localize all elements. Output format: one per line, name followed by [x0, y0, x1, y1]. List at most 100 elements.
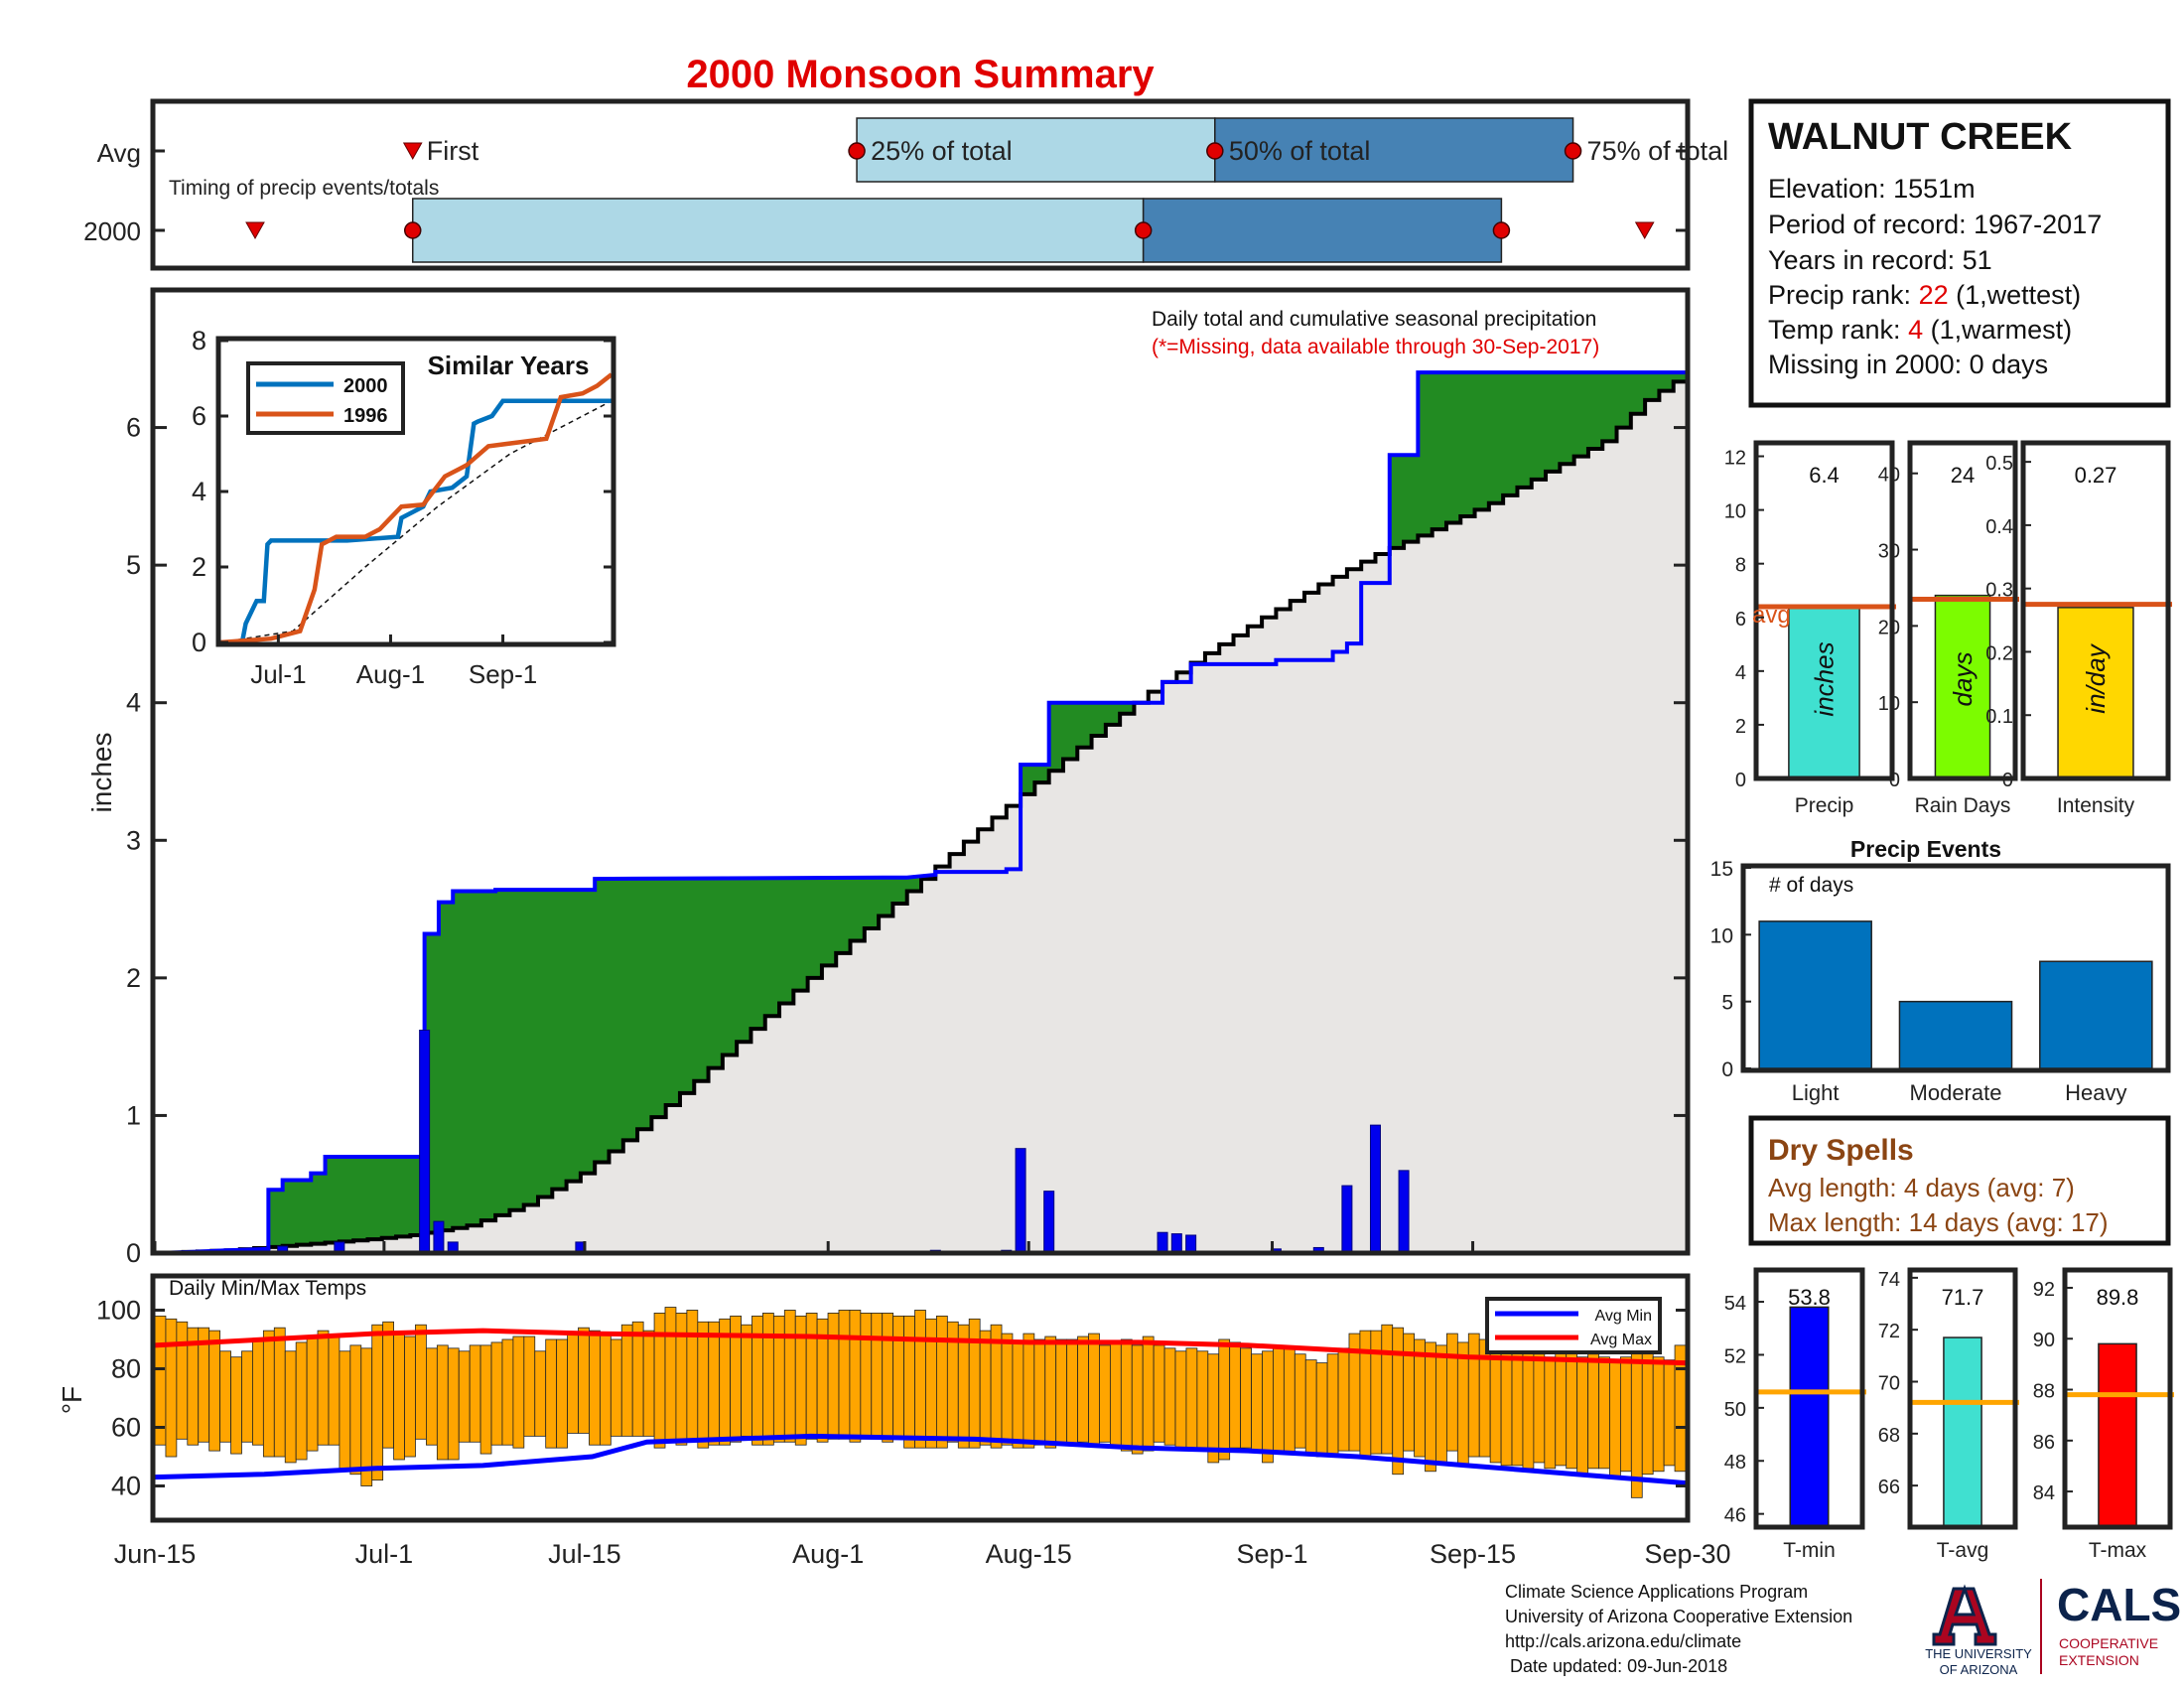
inset-ytick-label-1: 2	[192, 552, 206, 582]
event-bar-heavy	[2039, 960, 2153, 1069]
temp-bar-76	[979, 1330, 992, 1446]
daily-precip-bar-9	[1015, 1148, 1026, 1254]
temp-bar-44	[631, 1321, 644, 1437]
temp-bar-95	[1185, 1347, 1198, 1449]
temp-bar-9	[252, 1338, 264, 1446]
temp-bar-123	[1489, 1350, 1502, 1464]
temp-bar-27	[447, 1347, 460, 1461]
summary-tick-label-2-2: 0.2	[1985, 642, 2013, 664]
temp-bar-17	[339, 1350, 351, 1470]
temp-bar-14	[306, 1336, 319, 1452]
temp-summary-bars: 53.8 46 48 50 52 54 T-min 71.7 66 68 70 72 74 T-avg 89…	[1724, 1267, 2174, 1562]
timing-row-2000: 2000	[83, 216, 141, 246]
timing-row-avg: Avg	[97, 138, 141, 168]
y2000-p50-marker	[1134, 221, 1153, 239]
temp-bar-107	[1315, 1362, 1328, 1458]
temp-bar-12	[284, 1350, 297, 1464]
summary-tick-label-0-1: 2	[1735, 716, 1746, 738]
daily-precip-bar-17	[1369, 1124, 1381, 1254]
temp-summary-value-0: 53.8	[1788, 1285, 1831, 1310]
temp-bar-135	[1619, 1356, 1632, 1473]
avg-p75-marker	[1564, 142, 1582, 160]
temp-summary-tick-label-1-4: 74	[1878, 1269, 1900, 1291]
inset-series-1996	[219, 372, 614, 645]
temp-bar-81	[1033, 1338, 1046, 1446]
precip-events-ylabel: # of days	[1769, 874, 1853, 897]
station-period: Period of record: 1967-2017	[1768, 210, 2102, 239]
temp-summary-frame-2	[2062, 1267, 2173, 1530]
event-label-heavy: Heavy	[2065, 1080, 2126, 1105]
xtick-label-6: Sep-15	[1430, 1539, 1516, 1569]
summary-value-0: 6.4	[1809, 463, 1840, 488]
temp-bar-41	[599, 1333, 612, 1446]
summary-frame-1	[1907, 440, 2018, 781]
temp-bar-130	[1566, 1350, 1578, 1470]
temp-ytick-label-0: 40	[111, 1472, 141, 1501]
avg-p25-label: 25% of total	[871, 136, 1013, 166]
events-layer: Light Moderate Heavy 0 5 10 15	[1710, 858, 2153, 1105]
temp-bar-13	[295, 1341, 308, 1461]
temp-bar-78	[1001, 1333, 1014, 1446]
temp-bar-39	[578, 1327, 590, 1434]
temp-bar-85	[1077, 1336, 1089, 1443]
inset-ytick-label-2: 4	[192, 477, 206, 506]
station-info-box: WALNUT CREEK Elevation: 1551m Period of …	[1748, 98, 2171, 408]
temp-bar-100	[1240, 1347, 1252, 1449]
summary-unit-1: days	[1948, 652, 1978, 707]
main-ytick-label-1: 1	[126, 1100, 141, 1130]
main-layer	[154, 370, 1690, 1255]
summary-tick-label-1-3: 30	[1878, 541, 1900, 563]
temp-bar-138	[1652, 1356, 1665, 1473]
temp-bar-32	[501, 1338, 514, 1446]
station-missing: Missing in 2000: 0 days	[1768, 350, 2048, 379]
avg-p25-marker	[848, 142, 866, 160]
temp-bar-124	[1500, 1350, 1513, 1467]
temp-bar-42	[610, 1338, 622, 1437]
temp-bar-68	[892, 1315, 904, 1437]
temp-bar-93	[1163, 1347, 1176, 1446]
y2000-p25-marker	[403, 221, 422, 239]
summary-bar-2	[2057, 607, 2134, 779]
main-ytick-label-5: 5	[126, 550, 141, 580]
inset-title: Similar Years	[428, 351, 590, 380]
temp-summary-frame-0	[1753, 1267, 1865, 1530]
temp-bar-92	[1153, 1344, 1165, 1443]
temps-ylabel: °F	[57, 1386, 87, 1414]
y2000-50-75-box	[1142, 198, 1503, 263]
temp-bar-37	[556, 1338, 568, 1449]
temp-bar-24	[415, 1324, 427, 1440]
xtick-label-0: Jun-15	[114, 1539, 197, 1569]
temp-summary-tick-label-2-1: 86	[2033, 1432, 2055, 1454]
temp-summary-label-1: T-avg	[1937, 1539, 1989, 1562]
summary-label-1: Rain Days	[1915, 794, 2011, 817]
temp-bar-109	[1337, 1347, 1350, 1452]
temp-bar-112	[1370, 1330, 1383, 1455]
temp-bar-51	[708, 1321, 721, 1446]
temp-bar-67	[882, 1313, 894, 1443]
xtick-label-7: Sep-30	[1644, 1539, 1730, 1569]
temp-bar-88	[1109, 1341, 1122, 1449]
temp-bar-56	[762, 1313, 774, 1446]
temp-bar-133	[1598, 1356, 1610, 1470]
y2000-p75-marker	[1492, 221, 1511, 239]
temp-bar-22	[393, 1333, 405, 1461]
temp-bar-90	[1131, 1344, 1144, 1455]
temp-bar-91	[1142, 1336, 1155, 1452]
temp-bar-70	[914, 1310, 926, 1449]
summary-panel-rain-days: 24 days 0 10 20 30 40 Rain Days	[1878, 440, 2019, 817]
temp-summary-bar-2	[2098, 1342, 2137, 1528]
temp-bar-102	[1262, 1350, 1274, 1464]
temp-bar-114	[1392, 1327, 1405, 1476]
daily-precip-bar-13	[1185, 1234, 1197, 1254]
event-ytick-label-0: 0	[1721, 1058, 1733, 1081]
temp-bar-40	[589, 1330, 601, 1446]
average-cumulative-line	[155, 372, 1690, 1255]
xtick-label-1: Jul-1	[355, 1539, 414, 1569]
daily-precip-bar-16	[1341, 1185, 1353, 1254]
temp-bar-82	[1044, 1336, 1057, 1449]
precip-events-title: Precip Events	[1850, 836, 2001, 862]
temp-summary-tick-label-0-3: 52	[1724, 1345, 1746, 1367]
summary-panel-precip: 6.4 inches avg 0 2 4 6 8 10 12 Precip	[1724, 440, 1896, 817]
temp-bar-125	[1511, 1344, 1524, 1467]
